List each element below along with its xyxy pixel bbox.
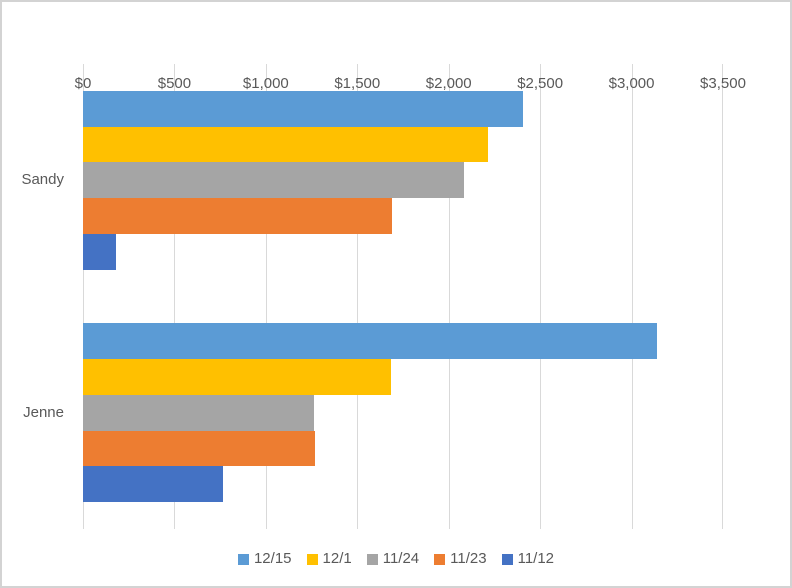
gridline (448, 64, 450, 529)
value-axis-tick-label: $2,500 (517, 75, 564, 92)
bar-sandy-11-12 (83, 233, 116, 270)
value-axis-tick-label: $500 (157, 75, 192, 92)
legend-label: 12/1 (322, 550, 352, 567)
bar-sandy-12-15 (83, 90, 523, 127)
value-axis-tick-label: $3,000 (608, 75, 655, 92)
bar-jenne-11-23 (83, 430, 316, 467)
value-axis-tick-label: $1,000 (242, 75, 289, 92)
bar-sandy-12-1 (83, 126, 489, 163)
value-axis-tick-label: $1,500 (334, 75, 381, 92)
legend-marker-11-24 (366, 553, 378, 565)
gridline (631, 64, 633, 529)
bar-jenne-11-12 (83, 466, 223, 503)
legend-item-11-23: 11/23 (434, 548, 487, 570)
legend-item-11-24: 11/24 (366, 548, 420, 570)
legend-item-12-1: 12/1 (306, 548, 352, 570)
value-axis-tick-label: $2,000 (425, 75, 472, 92)
category-label-jenne: Jenne (23, 403, 64, 421)
category-label-sandy: Sandy (21, 171, 64, 189)
gridline (722, 64, 723, 529)
gridline (83, 64, 84, 529)
legend-label: 11/12 (517, 550, 555, 567)
legend-label: 12/15 (253, 550, 292, 567)
legend-label: 11/24 (382, 550, 420, 567)
bar-sandy-11-24 (83, 162, 465, 199)
plot-area (83, 64, 723, 529)
gridline (357, 64, 359, 529)
value-axis-tick-label: $0 (74, 75, 92, 92)
legend-marker-12-1 (306, 553, 318, 565)
legend-marker-11-12 (501, 553, 513, 565)
legend: 12/15 12/1 11/24 11/23 11/12 (2, 548, 790, 570)
legend-marker-11-23 (434, 553, 446, 565)
value-axis-tick-label: $3,500 (700, 75, 746, 92)
gridline (174, 64, 176, 529)
bar-jenne-12-15 (83, 323, 658, 360)
legend-item-12-15: 12/15 (237, 548, 292, 570)
bar-sandy-11-23 (83, 198, 393, 234)
bar-jenne-11-24 (83, 394, 315, 431)
bar-jenne-12-1 (83, 359, 392, 395)
legend-item-11-12: 11/12 (501, 548, 555, 570)
legend-marker-12-15 (237, 553, 249, 565)
legend-label: 11/23 (450, 550, 487, 567)
gridline (540, 64, 542, 529)
gridline (265, 64, 267, 529)
